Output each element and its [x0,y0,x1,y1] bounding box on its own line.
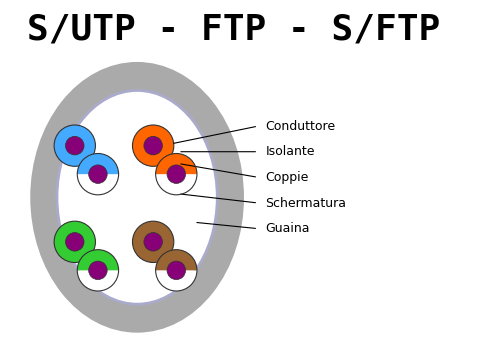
Circle shape [54,221,95,262]
Wedge shape [77,174,119,195]
Wedge shape [156,174,197,195]
Wedge shape [156,270,197,291]
Circle shape [89,261,107,280]
Text: Conduttore: Conduttore [265,120,335,132]
Circle shape [65,136,84,155]
Text: S/UTP - FTP - S/FTP: S/UTP - FTP - S/FTP [27,12,440,46]
Circle shape [65,233,84,251]
Wedge shape [156,154,197,174]
Circle shape [167,165,185,183]
Wedge shape [77,270,119,291]
Text: Coppie: Coppie [265,171,309,184]
Wedge shape [77,250,119,270]
Ellipse shape [30,62,244,333]
Circle shape [144,233,163,251]
Wedge shape [156,250,197,270]
Wedge shape [77,154,119,174]
Circle shape [54,125,95,166]
Text: Isolante: Isolante [265,145,315,158]
Circle shape [133,125,174,166]
Ellipse shape [57,90,217,304]
Text: Schermatura: Schermatura [265,196,347,210]
Circle shape [167,261,185,280]
Circle shape [89,165,107,183]
Circle shape [133,221,174,262]
Text: Guaina: Guaina [265,222,310,235]
Circle shape [144,136,163,155]
